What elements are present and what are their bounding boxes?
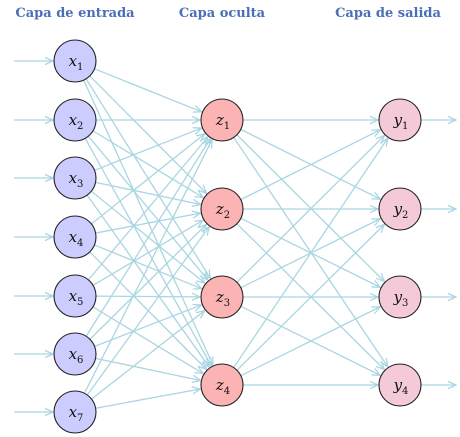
neuron-circle (378, 275, 422, 319)
output-layer-title: Capa de salida (335, 6, 441, 21)
neuron-circle (53, 274, 97, 318)
neuron-circle (53, 215, 97, 259)
edge-z4-y3 (240, 307, 380, 377)
edge-x7-z4 (95, 389, 201, 409)
neuron-label: z2 (215, 200, 230, 221)
neuron-label: y2 (393, 200, 409, 221)
edge-z4-y1 (233, 138, 388, 368)
output-node-y2: y2 (378, 187, 422, 231)
neuron-circle (53, 390, 97, 434)
input-node-x4: x4 (53, 215, 97, 259)
neuron-label: x4 (69, 228, 84, 249)
hidden-layer-title: Capa oculta (179, 6, 266, 21)
hidden-node-z1: z1 (200, 98, 244, 142)
neuron-circle (53, 332, 97, 376)
input-node-x1: x1 (53, 39, 97, 83)
edge-x4-z2 (95, 213, 201, 234)
neuron-label: z1 (215, 111, 230, 132)
edge-x3-z1 (94, 128, 202, 171)
neuron-circle (53, 98, 97, 142)
hidden-node-z2: z2 (200, 187, 244, 231)
output-node-y4: y4 (378, 363, 422, 407)
neuron-label: y4 (393, 376, 409, 397)
neuron-circle (53, 156, 97, 200)
edge-x6-z4 (95, 357, 201, 380)
neuron-label: x3 (69, 169, 84, 190)
output-node-y3: y3 (378, 275, 422, 319)
neuron-label: x6 (69, 345, 84, 366)
neuron-circle (200, 98, 244, 142)
input-layer-title: Capa de entrada (15, 6, 135, 21)
edge-x4-z1 (91, 134, 204, 225)
connections (14, 61, 456, 412)
input-node-x3: x3 (53, 156, 97, 200)
hidden-node-z3: z3 (200, 275, 244, 319)
neuron-circle (378, 363, 422, 407)
edge-x7-z1 (83, 140, 212, 394)
edge-x6-z1 (85, 139, 210, 337)
neuron-circle (200, 187, 244, 231)
neuron-circle (200, 275, 244, 319)
neuron-label: z3 (215, 288, 230, 309)
neuron-label: x5 (69, 287, 84, 308)
edge-z4-y2 (236, 224, 384, 371)
neuron-circle (200, 363, 244, 407)
edge-x3-z2 (95, 181, 201, 204)
neuron-label: y3 (393, 288, 409, 309)
edge-x5-z3 (95, 296, 200, 297)
edge-x5-z1 (87, 137, 207, 281)
input-node-x6: x6 (53, 332, 97, 376)
edge-z2-y1 (240, 130, 381, 201)
output-node-y1: y1 (378, 98, 422, 142)
edge-x7-z2 (86, 227, 209, 396)
edge-x2-z2 (92, 130, 203, 198)
neuron-label: y1 (393, 111, 409, 132)
neuron-label: x1 (69, 52, 84, 73)
neuron-circle (378, 187, 422, 231)
neuron-circle (378, 98, 422, 142)
edge-z3-y1 (236, 136, 385, 283)
hidden-node-z4: z4 (200, 363, 244, 407)
edge-x5-z2 (92, 220, 203, 286)
input-node-x2: x2 (53, 98, 97, 142)
neuron-label: x2 (69, 111, 84, 132)
neuron-label: x7 (69, 403, 84, 424)
edge-x7-z3 (91, 311, 205, 400)
edge-x6-z3 (94, 305, 202, 348)
neurons: x1 x2 x3 x4 x5 x6 x7 z1 z2 z3 z4 y1 y2 y3 y4 (53, 39, 422, 434)
neuron-circle (53, 39, 97, 83)
edge-x1-z2 (89, 75, 207, 193)
neuron-label: z4 (215, 376, 230, 397)
edge-x6-z2 (89, 224, 206, 340)
input-node-x5: x5 (53, 274, 97, 318)
edge-x1-z1 (94, 68, 201, 112)
input-node-x7: x7 (53, 390, 97, 434)
